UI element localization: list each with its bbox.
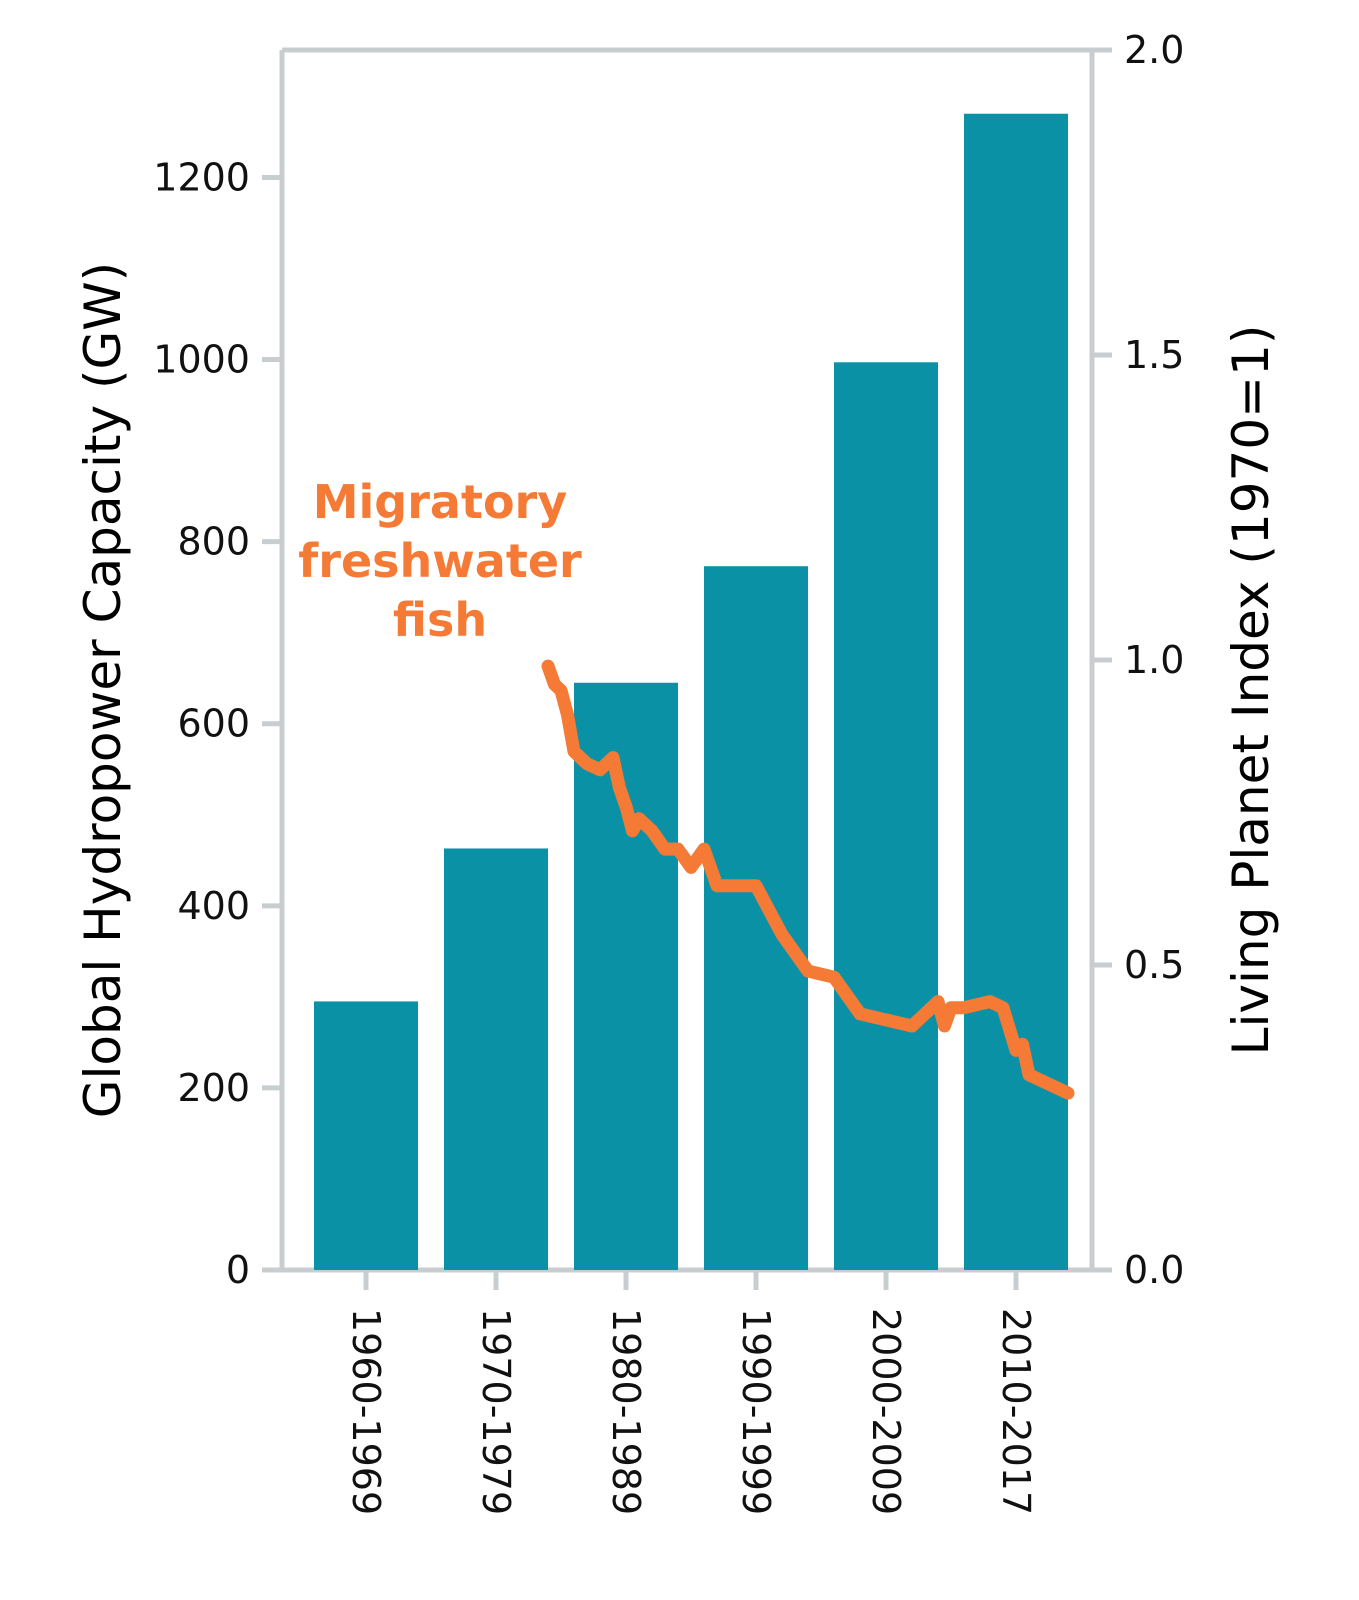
- annotation-migratory: Migratory: [313, 475, 567, 529]
- x-tick-label-1960-1969: 1960-1969: [344, 1308, 388, 1515]
- bar-1980-1989: [574, 682, 678, 1270]
- right-tick-label: 0.0: [1124, 1248, 1184, 1292]
- living-planet-index-line: [541, 659, 1075, 1100]
- x-axis-ticks: 1960-1969 1970-1979 1980-1989 1990-1999 2000…: [344, 1270, 1038, 1515]
- x-tick-label-1980-1989: 1980-1989: [604, 1308, 648, 1515]
- left-tick-label: 400: [177, 884, 250, 928]
- x-tick-label-2000-2009: 2000-2009: [864, 1308, 908, 1515]
- left-tick-label: 200: [177, 1066, 250, 1110]
- bars-group: [314, 113, 1068, 1271]
- y-axis-title: Global Hydropower Capacity (GW): [74, 262, 132, 1118]
- x-tick-label-1970-1979: 1970-1979: [474, 1308, 518, 1515]
- left-axis-ticks: 0 200 400 600 800 1000 1200: [153, 155, 282, 1292]
- left-tick-label: 0: [226, 1248, 250, 1292]
- bar-1970-1979: [444, 848, 548, 1270]
- annotation-fish: fish: [393, 593, 487, 647]
- left-tick-label: 1000: [153, 338, 250, 382]
- line-series-group: [541, 659, 1075, 1100]
- bar-2000-2009: [834, 362, 938, 1270]
- left-tick-label: 800: [177, 520, 250, 564]
- annotation-freshwater: freshwater: [298, 534, 582, 588]
- bar-2010-2017: [964, 113, 1068, 1271]
- right-tick-label: 0.5: [1124, 943, 1184, 987]
- bar-1960-1969: [314, 1001, 418, 1270]
- bar-1990-1999: [704, 566, 808, 1270]
- x-tick-label-2010-2017: 2010-2017: [994, 1308, 1038, 1515]
- x-tick-label-1990-1999: 1990-1999: [734, 1308, 778, 1515]
- left-tick-label: 1200: [153, 155, 250, 199]
- y2-axis-title: Living Planet Index (1970=1): [1222, 325, 1280, 1056]
- left-tick-label: 600: [177, 702, 250, 746]
- right-axis-ticks: 0.0 0.5 1.0 1.5 2.0: [1092, 28, 1184, 1292]
- right-tick-label: 1.5: [1124, 333, 1184, 377]
- right-tick-label: 1.0: [1124, 638, 1184, 682]
- right-tick-label: 2.0: [1124, 28, 1184, 72]
